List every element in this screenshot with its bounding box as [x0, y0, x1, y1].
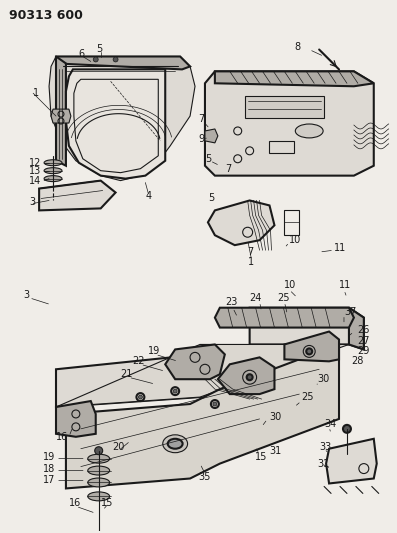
Polygon shape [284, 332, 339, 361]
Polygon shape [66, 69, 165, 179]
Text: 10: 10 [289, 235, 302, 245]
Text: 15: 15 [254, 451, 267, 462]
Text: 17: 17 [43, 475, 56, 486]
Text: 7: 7 [198, 114, 204, 124]
Ellipse shape [88, 492, 110, 501]
Polygon shape [205, 71, 374, 176]
Polygon shape [49, 56, 195, 181]
Text: 11: 11 [339, 280, 351, 290]
Text: 9: 9 [198, 134, 204, 144]
Text: 12: 12 [29, 158, 42, 168]
Text: 16: 16 [56, 432, 68, 442]
Circle shape [247, 374, 252, 380]
Text: 7: 7 [248, 247, 254, 257]
Polygon shape [218, 357, 274, 394]
Polygon shape [56, 344, 349, 407]
Polygon shape [215, 308, 354, 328]
Ellipse shape [295, 124, 323, 138]
Text: 30: 30 [317, 374, 330, 384]
Text: 22: 22 [133, 357, 145, 366]
Polygon shape [56, 56, 66, 166]
Text: 28: 28 [351, 357, 363, 366]
Text: 31: 31 [270, 446, 282, 456]
Polygon shape [56, 354, 215, 407]
Text: 27: 27 [357, 336, 369, 346]
Text: 31: 31 [317, 458, 330, 469]
Text: 4: 4 [145, 190, 152, 200]
Text: 15: 15 [101, 498, 113, 508]
Text: 19: 19 [43, 451, 55, 462]
Text: 21: 21 [121, 369, 133, 379]
Ellipse shape [88, 478, 110, 487]
Text: 26: 26 [357, 325, 369, 335]
Text: 14: 14 [29, 175, 41, 185]
Text: 3: 3 [29, 197, 35, 207]
Text: 10: 10 [284, 280, 297, 290]
Polygon shape [51, 109, 71, 123]
Circle shape [343, 425, 351, 433]
Polygon shape [208, 200, 274, 245]
Polygon shape [215, 71, 374, 86]
Ellipse shape [88, 454, 110, 463]
Text: 1: 1 [33, 88, 39, 98]
Text: 11: 11 [334, 243, 346, 253]
Circle shape [139, 395, 143, 399]
Circle shape [173, 389, 177, 393]
Ellipse shape [44, 168, 62, 174]
Text: 29: 29 [357, 346, 369, 357]
Text: 16: 16 [69, 498, 81, 508]
Ellipse shape [168, 439, 183, 449]
Polygon shape [56, 401, 96, 437]
Ellipse shape [44, 176, 62, 182]
Bar [270, 141, 294, 153]
Polygon shape [39, 181, 116, 211]
Text: 6: 6 [79, 49, 85, 59]
Circle shape [113, 57, 118, 62]
Text: 5: 5 [96, 44, 102, 53]
Ellipse shape [88, 466, 110, 475]
Polygon shape [56, 56, 190, 69]
Text: 1: 1 [248, 257, 254, 267]
Text: 34: 34 [324, 419, 336, 429]
Text: 19: 19 [148, 346, 161, 357]
Text: 5: 5 [205, 154, 211, 164]
Ellipse shape [163, 435, 187, 453]
Text: 33: 33 [319, 442, 331, 452]
Polygon shape [326, 439, 377, 483]
Circle shape [95, 447, 103, 455]
Text: 25: 25 [301, 392, 314, 402]
Polygon shape [349, 308, 364, 350]
Text: 18: 18 [43, 464, 55, 474]
Polygon shape [205, 129, 218, 143]
Circle shape [50, 198, 56, 204]
Text: 30: 30 [270, 412, 282, 422]
Text: 3: 3 [23, 290, 29, 300]
Text: 23: 23 [225, 297, 237, 307]
Polygon shape [66, 344, 339, 488]
Polygon shape [200, 354, 215, 404]
Polygon shape [165, 344, 225, 379]
Text: 5: 5 [208, 193, 214, 204]
Text: 20: 20 [113, 442, 125, 452]
Polygon shape [250, 308, 364, 350]
Text: 8: 8 [294, 42, 301, 52]
Text: 35: 35 [198, 472, 210, 481]
Bar [245, 96, 324, 118]
Text: 37: 37 [344, 306, 357, 317]
Text: 25: 25 [278, 293, 290, 303]
Circle shape [213, 402, 217, 406]
Text: 13: 13 [29, 166, 41, 176]
Circle shape [306, 349, 312, 354]
Circle shape [93, 57, 98, 62]
Ellipse shape [44, 160, 62, 166]
Text: 90313 600: 90313 600 [10, 9, 83, 22]
Text: 7: 7 [225, 164, 231, 174]
Text: 24: 24 [250, 293, 262, 303]
